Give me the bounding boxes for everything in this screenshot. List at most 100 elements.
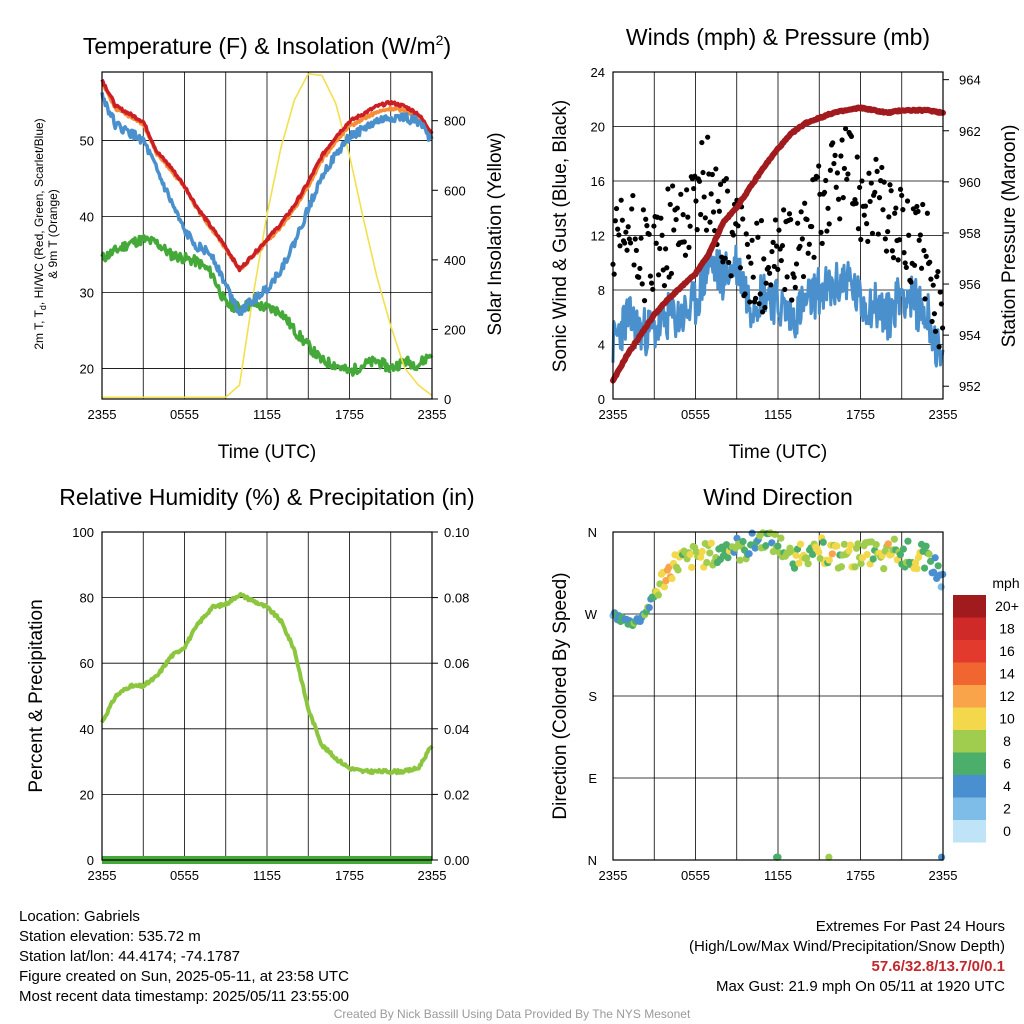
y-right-tick-label: 960 bbox=[959, 175, 981, 190]
gust-point bbox=[730, 232, 736, 238]
temperature-plot: 2355 0555 1155 1755 2355 20 30 40 50 0 200 400 600 80… bbox=[80, 71, 466, 422]
gust-point bbox=[832, 152, 838, 158]
gust-point bbox=[789, 297, 795, 303]
gust-point bbox=[674, 205, 680, 211]
gust-point bbox=[918, 265, 925, 271]
gust-point bbox=[611, 271, 617, 277]
gust-point bbox=[737, 265, 743, 271]
temperature-title: Temperature (F) & Insolation (W/m2) bbox=[83, 32, 451, 59]
direction-point bbox=[706, 549, 714, 557]
figure-created: Figure created on Sun, 2025-05-11, at 23… bbox=[19, 968, 349, 985]
gust-point bbox=[779, 243, 786, 249]
gust-point bbox=[724, 188, 731, 194]
extremes-values: 57.6/32.8/13.7/0/0.1 bbox=[871, 958, 1005, 975]
direction-point bbox=[880, 565, 888, 573]
direction-point bbox=[857, 559, 865, 568]
gust-point bbox=[646, 231, 652, 237]
direction-point bbox=[815, 548, 823, 556]
gust-point bbox=[837, 216, 843, 222]
x-tick-label: 1155 bbox=[253, 868, 281, 883]
colorbar: 20+ 18 16 14 12 10 8 6 4 2 0 bbox=[953, 595, 1019, 843]
gust-point bbox=[932, 328, 939, 334]
gust-point bbox=[644, 223, 650, 229]
direction-point bbox=[920, 564, 929, 572]
gust-point bbox=[728, 273, 734, 279]
gust-point bbox=[866, 170, 872, 176]
gust-point bbox=[855, 226, 862, 232]
y-right-tick-label: 952 bbox=[959, 379, 981, 394]
gust-point bbox=[874, 168, 880, 174]
gust-point bbox=[735, 223, 741, 229]
gust-point bbox=[915, 208, 921, 215]
gust-point bbox=[619, 217, 625, 223]
gust-point bbox=[740, 216, 746, 222]
y-tick-label: 4 bbox=[598, 338, 605, 353]
direction-point bbox=[686, 550, 694, 559]
colorbar-swatch bbox=[953, 797, 986, 820]
colorbar-swatch bbox=[953, 595, 986, 618]
y-tick-label: 16 bbox=[591, 174, 605, 189]
gust-point bbox=[626, 236, 632, 242]
gust-point bbox=[684, 187, 690, 193]
gust-point bbox=[664, 265, 670, 271]
y-right-tick-label: 962 bbox=[959, 124, 981, 139]
direction-point bbox=[825, 556, 833, 564]
gust-point bbox=[879, 164, 885, 171]
gust-point bbox=[752, 295, 759, 301]
gust-point bbox=[743, 231, 749, 237]
gust-point bbox=[928, 276, 934, 282]
gust-point bbox=[936, 344, 942, 350]
y-right-tick-label: 800 bbox=[444, 114, 466, 129]
x-tick-label: 2355 bbox=[418, 868, 447, 883]
gust-point bbox=[830, 140, 836, 146]
gust-point bbox=[659, 232, 665, 238]
colorbar-swatch bbox=[953, 640, 986, 663]
gust-point bbox=[760, 309, 766, 315]
gust-point bbox=[892, 210, 898, 216]
gust-point bbox=[623, 229, 629, 235]
gust-point bbox=[825, 205, 831, 211]
y-tick-label: 0 bbox=[87, 853, 94, 868]
gust-point bbox=[842, 126, 849, 132]
y-tick-label: 40 bbox=[80, 209, 94, 224]
gust-point bbox=[639, 281, 645, 287]
gust-point bbox=[802, 200, 808, 206]
x-tick-label: 0555 bbox=[681, 868, 710, 883]
gust-point bbox=[754, 220, 760, 226]
direction-point bbox=[846, 541, 855, 549]
gust-point bbox=[770, 239, 776, 245]
gust-point bbox=[814, 174, 821, 180]
gust-point bbox=[880, 207, 886, 213]
temperature-ylabel-line1: 2m T, Td, HI/WC (Red, Green, Scarlet/Blu… bbox=[32, 118, 48, 349]
gust-point bbox=[749, 237, 755, 243]
gust-point bbox=[767, 270, 773, 276]
y-tick-label: 12 bbox=[591, 229, 605, 244]
gust-point bbox=[693, 198, 699, 204]
x-tick-label: 1755 bbox=[846, 868, 875, 883]
direction-point bbox=[896, 551, 904, 559]
y-tick-label: N bbox=[588, 853, 597, 868]
gust-point bbox=[826, 221, 832, 227]
x-tick-label: 2355 bbox=[929, 868, 958, 883]
gust-point bbox=[653, 240, 659, 246]
plot-border bbox=[101, 71, 433, 400]
gust-point bbox=[920, 201, 926, 208]
gust-point bbox=[911, 262, 918, 268]
y-right-tick-label: 0.10 bbox=[444, 525, 469, 540]
humidity-plot: 2355 0555 1155 1755 23550204060801000.000.02… bbox=[72, 525, 469, 883]
y-tick-label: E bbox=[588, 771, 597, 786]
gust-point bbox=[775, 266, 781, 273]
gust-point bbox=[799, 236, 805, 242]
gust-point bbox=[922, 296, 928, 302]
colorbar-label: 12 bbox=[999, 688, 1015, 704]
x-tick-label: 2355 bbox=[929, 407, 958, 422]
gust-point bbox=[673, 216, 679, 223]
gust-point bbox=[771, 263, 777, 270]
gust-point bbox=[776, 227, 782, 233]
gust-point bbox=[698, 211, 704, 218]
gust-point bbox=[923, 253, 929, 259]
gust-point bbox=[722, 255, 728, 261]
gust-point bbox=[715, 198, 721, 204]
colorbar-swatch bbox=[953, 685, 986, 708]
colorbar-swatch bbox=[953, 617, 986, 640]
